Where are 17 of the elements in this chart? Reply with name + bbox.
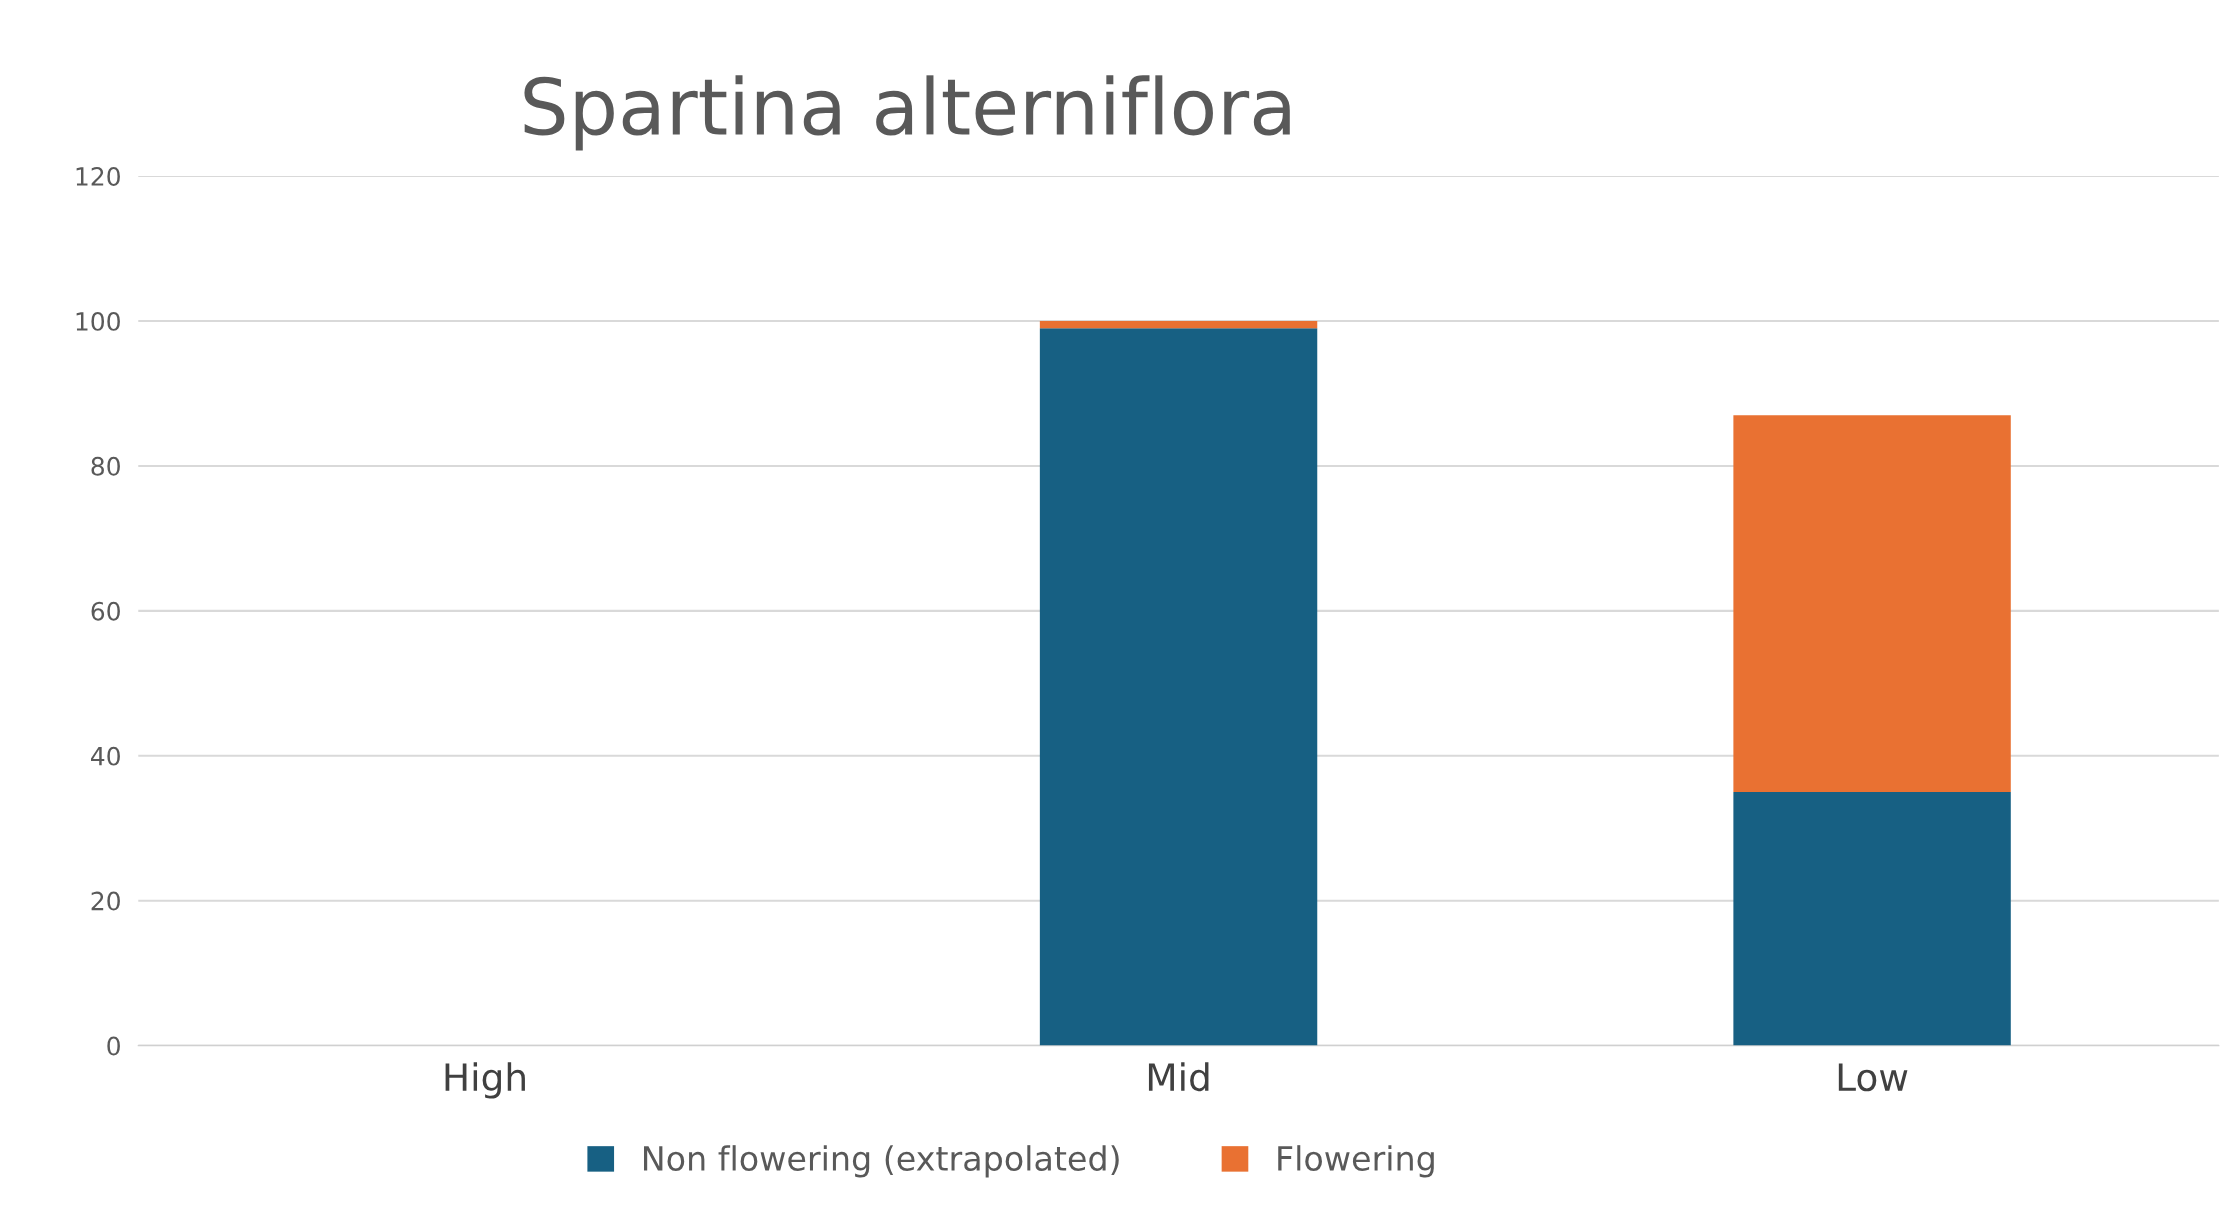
x-tick-label: Mid [1148,1062,1209,1092]
chart-title: Spartina alterniflora [524,75,1290,151]
bar [1039,328,1318,1046]
y-tick-label: 80 [91,456,120,476]
y-tick-label: 100 [76,311,120,331]
x-tick-label: High [445,1062,525,1099]
y-tick-label: 120 [76,167,120,186]
y-tick-label: 0 [107,1036,120,1056]
bar [1733,791,2011,1046]
y-tick-label: 40 [91,746,120,766]
legend-label: Flowering [1278,1145,1434,1178]
x-tick-label: Low [1838,1063,1908,1092]
bar [1733,415,2011,792]
y-tick-label: 60 [91,601,120,621]
y-tick-label: 20 [91,891,120,911]
bar [1039,321,1318,329]
legend-label: Non flowering (extrapolated) [644,1145,1119,1178]
